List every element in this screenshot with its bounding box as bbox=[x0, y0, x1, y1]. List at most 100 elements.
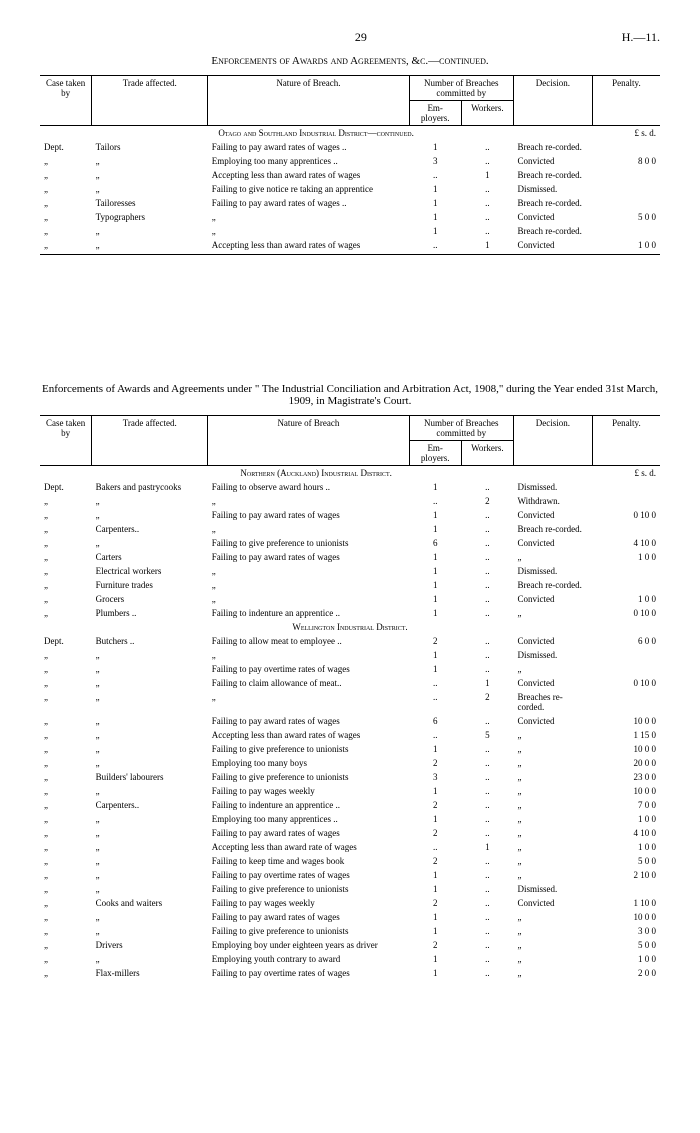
cell: „ bbox=[92, 662, 208, 676]
cell: 5 0 0 bbox=[592, 210, 660, 224]
cell: „ bbox=[40, 196, 92, 210]
cell: „ bbox=[92, 536, 208, 550]
cell: „ bbox=[208, 522, 409, 536]
table-row: „„Failing to pay wages weekly1..„10 0 0 bbox=[40, 784, 660, 798]
table-row: „„Accepting less than award rates of wag… bbox=[40, 728, 660, 742]
table-row: „CartersFailing to pay award rates of wa… bbox=[40, 550, 660, 564]
cell: „ bbox=[40, 812, 92, 826]
cell: „ bbox=[513, 756, 592, 770]
cell bbox=[592, 140, 660, 154]
cell: 1 bbox=[409, 480, 461, 494]
cell: Typographers bbox=[92, 210, 208, 224]
cell: „ bbox=[92, 690, 208, 714]
cell: „ bbox=[92, 826, 208, 840]
cell: „ bbox=[513, 924, 592, 938]
cell: Failing to pay award rates of wages bbox=[208, 826, 409, 840]
cell: 1 bbox=[409, 966, 461, 980]
cell: Failing to give preference to unionists bbox=[208, 742, 409, 756]
cell: 2 bbox=[409, 634, 461, 648]
cell: 1 bbox=[409, 662, 461, 676]
cell: Convicted bbox=[513, 634, 592, 648]
cell: „ bbox=[40, 938, 92, 952]
cell: Carpenters.. bbox=[92, 798, 208, 812]
cell: Failing to keep time and wages book bbox=[208, 854, 409, 868]
cell: 5 0 0 bbox=[592, 938, 660, 952]
cell: „ bbox=[40, 924, 92, 938]
cell: „ bbox=[513, 854, 592, 868]
cell: „ bbox=[208, 224, 409, 238]
table-row: „„Failing to pay overtime rates of wages… bbox=[40, 868, 660, 882]
cell: Failing to claim allowance of meat.. bbox=[208, 676, 409, 690]
col-case: Case taken by bbox=[40, 416, 92, 466]
cell: 6 0 0 bbox=[592, 634, 660, 648]
cell: „ bbox=[513, 770, 592, 784]
cell: 1 bbox=[409, 924, 461, 938]
cell: Failing to pay award rates of wages .. bbox=[208, 196, 409, 210]
cell: Failing to allow meat to employee .. bbox=[208, 634, 409, 648]
cell: „ bbox=[40, 168, 92, 182]
cell: „ bbox=[513, 784, 592, 798]
cell: Convicted bbox=[513, 592, 592, 606]
cell: 4 10 0 bbox=[592, 826, 660, 840]
cell bbox=[592, 168, 660, 182]
cell: „ bbox=[40, 522, 92, 536]
table-row: „Typographers„1..Convicted5 0 0 bbox=[40, 210, 660, 224]
cell: Failing to pay overtime rates of wages bbox=[208, 966, 409, 980]
cell: Dept. bbox=[40, 480, 92, 494]
cell: .. bbox=[461, 182, 513, 196]
cell: „ bbox=[92, 224, 208, 238]
page-header: 29 H.—11. bbox=[40, 30, 660, 45]
cell: 1 bbox=[409, 882, 461, 896]
cell: 1 bbox=[409, 550, 461, 564]
cell: „ bbox=[40, 728, 92, 742]
cell: Failing to give preference to unionists bbox=[208, 924, 409, 938]
cell: 1 bbox=[409, 648, 461, 662]
currency-head: £ s. d. bbox=[592, 466, 660, 481]
cell: „ bbox=[40, 826, 92, 840]
cell: Accepting less than award rate of wages bbox=[208, 840, 409, 854]
col-employers: Em-ployers. bbox=[409, 441, 461, 466]
cell: Employing too many apprentices .. bbox=[208, 812, 409, 826]
cell: „ bbox=[92, 168, 208, 182]
cell: „ bbox=[92, 728, 208, 742]
cell: „ bbox=[92, 952, 208, 966]
cell: 3 bbox=[409, 154, 461, 168]
table-row: „„„..2Withdrawn. bbox=[40, 494, 660, 508]
col-penalty: Penalty. bbox=[592, 76, 660, 126]
table-row: „„Accepting less than award rates of wag… bbox=[40, 238, 660, 252]
cell: 1 0 0 bbox=[592, 592, 660, 606]
cell: Failing to pay wages weekly bbox=[208, 896, 409, 910]
cell: 1 bbox=[461, 168, 513, 182]
table-row: Dept.Butchers ..Failing to allow meat to… bbox=[40, 634, 660, 648]
cell: .. bbox=[461, 522, 513, 536]
cell: Failing to pay overtime rates of wages bbox=[208, 662, 409, 676]
table-row: „Carpenters..„1..Breach re-corded. bbox=[40, 522, 660, 536]
table-row: „„Failing to pay award rates of wages2..… bbox=[40, 826, 660, 840]
cell: .. bbox=[461, 592, 513, 606]
cell: „ bbox=[513, 606, 592, 620]
cell: Failing to pay overtime rates of wages bbox=[208, 868, 409, 882]
cell: Employing too many boys bbox=[208, 756, 409, 770]
cell: Tailoresses bbox=[92, 196, 208, 210]
cell: 2 bbox=[409, 896, 461, 910]
cell: .. bbox=[409, 676, 461, 690]
table-row: „TailoressesFailing to pay award rates o… bbox=[40, 196, 660, 210]
cell: „ bbox=[208, 592, 409, 606]
cell: Accepting less than award rates of wages bbox=[208, 168, 409, 182]
cell: 0 10 0 bbox=[592, 508, 660, 522]
cell: Electrical workers bbox=[92, 564, 208, 578]
page-code: H.—11. bbox=[622, 30, 660, 45]
cell: .. bbox=[461, 606, 513, 620]
cell: 1 bbox=[409, 784, 461, 798]
cell: 5 0 0 bbox=[592, 854, 660, 868]
cell: .. bbox=[461, 952, 513, 966]
cell: 2 10 0 bbox=[592, 868, 660, 882]
cell: .. bbox=[409, 728, 461, 742]
table-row: „Electrical workers„1..Dismissed. bbox=[40, 564, 660, 578]
cell: Convicted bbox=[513, 210, 592, 224]
cell: Breach re-corded. bbox=[513, 224, 592, 238]
cell: „ bbox=[40, 578, 92, 592]
cell: „ bbox=[513, 742, 592, 756]
district-header: Northern (Auckland) Industrial District. bbox=[40, 466, 592, 481]
cell: 2 bbox=[461, 690, 513, 714]
